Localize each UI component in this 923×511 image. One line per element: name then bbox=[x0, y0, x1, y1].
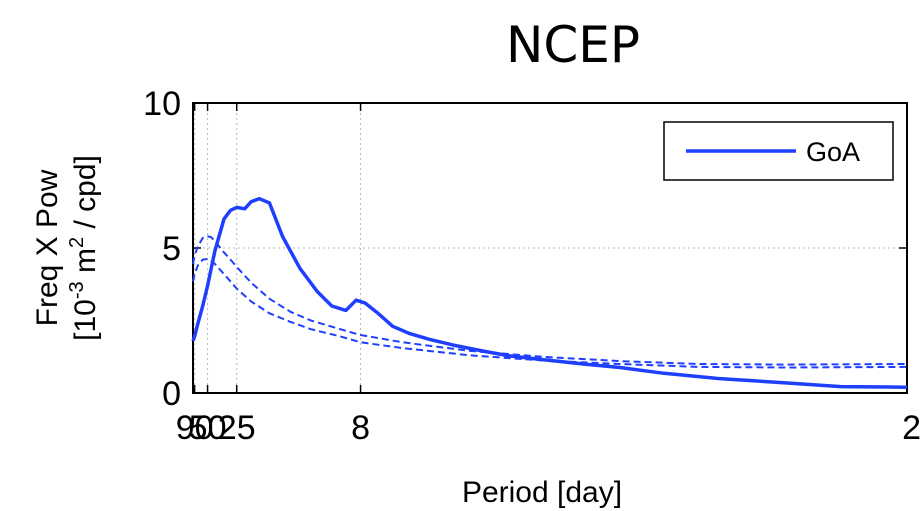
series-line-dashed-2 bbox=[192, 258, 908, 369]
x-tick-label: 2 bbox=[902, 409, 921, 447]
y-tick-label: 0 bbox=[162, 375, 181, 413]
y-label-part1: [10 bbox=[69, 299, 102, 341]
y-tick-label: 5 bbox=[162, 230, 181, 268]
legend-label-goa: GoA bbox=[806, 137, 860, 167]
y-axis-label-line2: [10-3 m2 / cpd] bbox=[66, 155, 102, 341]
y-label-sup1: -3 bbox=[66, 281, 88, 299]
y-label-part3: / cpd] bbox=[69, 155, 102, 237]
y-label-sup2: 2 bbox=[66, 237, 88, 248]
legend: GoA bbox=[663, 121, 894, 181]
series-line-goa bbox=[191, 196, 908, 389]
series-line-dashed-1 bbox=[192, 235, 908, 366]
y-label-part2: m bbox=[69, 248, 102, 281]
series-group bbox=[191, 196, 908, 389]
chart-title: NCEP bbox=[506, 16, 640, 74]
x-tick-label: 25 bbox=[218, 409, 256, 447]
x-axis-label: Period [day] bbox=[462, 476, 622, 509]
x-tick-label: 50 bbox=[189, 409, 227, 447]
y-axis-label-line1: Freq X Pow bbox=[31, 169, 64, 326]
y-axis-label: Freq X Pow [10-3 m2 / cpd] bbox=[31, 155, 102, 341]
x-tick-label: 90 bbox=[176, 409, 214, 447]
y-tick-label: 10 bbox=[143, 85, 181, 123]
x-tick-label: 8 bbox=[351, 409, 370, 447]
